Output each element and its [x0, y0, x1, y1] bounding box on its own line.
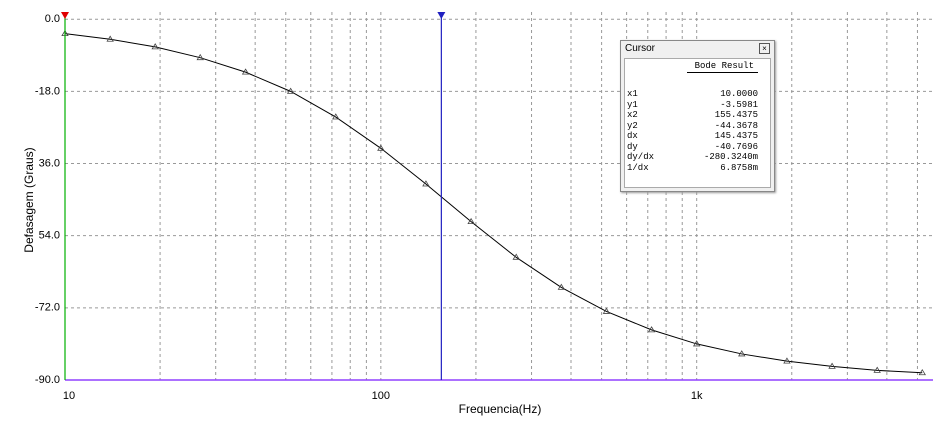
- data-marker: [241, 68, 250, 75]
- row-label: dx: [627, 131, 638, 141]
- cursor-window[interactable]: Cursor × Bode Result x1 10.0000 y1 -3.5981 x…: [620, 40, 775, 192]
- row-value: -3.5981: [720, 99, 758, 110]
- row-label: y1: [627, 99, 638, 110]
- data-marker: [918, 369, 926, 376]
- data-marker: [873, 366, 881, 373]
- row-label: y2: [627, 120, 638, 131]
- cursor-handle: [61, 12, 69, 19]
- data-marker: [151, 43, 159, 50]
- row-value: 155.4375: [714, 110, 758, 120]
- y-tick-label: -72.0: [35, 302, 60, 314]
- row-value: 10.0000: [720, 89, 758, 99]
- cursor-row: dx 145.4375: [625, 131, 770, 142]
- y-tick-label: -18.0: [35, 85, 60, 97]
- row-value: -44.3678: [714, 120, 758, 131]
- data-marker: [106, 35, 114, 42]
- rows: x1 10.0000 y1 -3.5981 x2 155.4375 y2 -44.3678 dx…: [625, 89, 770, 173]
- header-text: Bode Result: [686, 61, 758, 73]
- data-marker: [828, 362, 836, 369]
- cursor-row: x2 155.4375: [625, 110, 770, 121]
- x-tick-label: 100: [372, 390, 390, 402]
- row-label: x1: [627, 89, 638, 99]
- cursor-row: 1/dx 6.8758m: [625, 163, 770, 174]
- data-line: [64, 33, 923, 374]
- row-value: -280.3240m: [703, 152, 758, 162]
- x-tick-label: 1k: [691, 390, 703, 402]
- y-tick-label: 54.0: [39, 230, 60, 242]
- data-marker: [783, 357, 791, 364]
- close-button[interactable]: ×: [759, 43, 770, 54]
- data-marker: [196, 53, 204, 61]
- window-title: Cursor: [625, 43, 656, 54]
- data-marker: [738, 350, 746, 357]
- y-tick-label: 0.0: [45, 13, 60, 25]
- data-marker: [377, 144, 385, 151]
- row-value: 145.4375: [714, 131, 758, 141]
- cursor-row: y1 -3.5981: [625, 100, 770, 111]
- data-marker: [692, 340, 701, 347]
- y-axis-title: Defasagem (Graus): [22, 147, 36, 252]
- cursor-table: Bode Result x1 10.0000 y1 -3.5981 x2 155.4375…: [624, 58, 771, 188]
- data-marker: [422, 180, 430, 187]
- y-tick-label: -90.0: [35, 374, 60, 386]
- data-marker: [557, 283, 566, 290]
- table-header: Bode Result: [625, 59, 770, 73]
- cursor-row: dy -40.7696: [625, 142, 770, 153]
- data-marker: [286, 87, 295, 94]
- row-label: 1/dx: [627, 162, 649, 173]
- y-tick-label: 36.0: [39, 157, 60, 169]
- row-label: dy: [627, 141, 638, 152]
- cursor-handle: [437, 12, 446, 19]
- x-tick-label: 10: [63, 390, 75, 402]
- row-value: -40.7696: [714, 141, 758, 152]
- cursor-row: y2 -44.3678: [625, 121, 770, 132]
- row-label: dy/dx: [627, 152, 655, 162]
- data-marker: [467, 217, 475, 225]
- cursor-row: dy/dx -280.3240m: [625, 152, 770, 163]
- cursor-row: x1 10.0000: [625, 89, 770, 100]
- data-marker: [512, 253, 520, 260]
- data-marker: [647, 326, 656, 333]
- data-marker: [332, 113, 340, 120]
- row-label: x2: [627, 110, 638, 120]
- x-axis-title: Frequencia(Hz): [459, 402, 542, 416]
- row-value: 6.8758m: [720, 162, 758, 173]
- data-marker: [602, 307, 611, 314]
